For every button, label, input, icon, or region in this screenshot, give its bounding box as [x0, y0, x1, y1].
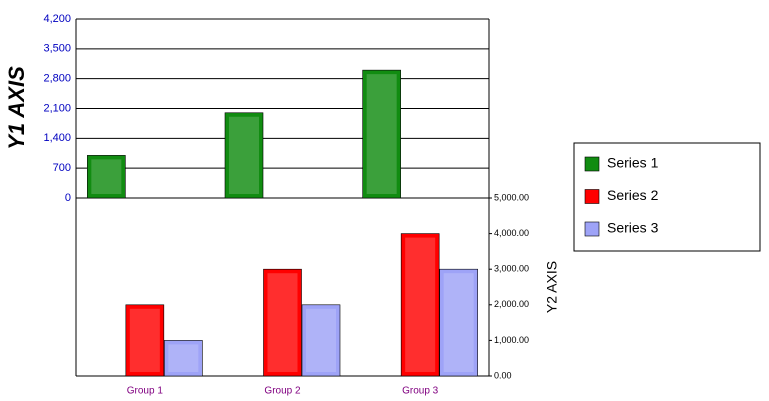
legend-box [573, 142, 761, 252]
bar [301, 304, 341, 377]
bar [263, 268, 302, 377]
x-tick-label: Group 3 [402, 386, 439, 397]
y-tick-label: 0 [65, 192, 71, 204]
bar [87, 155, 126, 199]
y-tick-label: 4,200 [43, 13, 71, 25]
y2-tick-label: 4,000.00 [494, 228, 529, 238]
bar [400, 233, 440, 377]
y-tick-label: 2,800 [43, 73, 71, 85]
y2-tick-label: 1,000.00 [494, 335, 529, 345]
y2-tick-label: 0.00 [494, 370, 512, 380]
y2-axis-label: Y2 AXIS [544, 261, 560, 313]
y-tick-label: 2,100 [43, 102, 71, 114]
x-tick-label: Group 1 [127, 386, 164, 397]
bar [224, 112, 264, 199]
legend-swatch [584, 221, 600, 237]
bar [439, 268, 478, 377]
y2-tick-label: 3,000.00 [494, 264, 529, 274]
x-tick-label: Group 2 [264, 386, 301, 397]
y-tick-label: 700 [53, 162, 71, 174]
bar [164, 340, 203, 377]
legend-swatch [584, 189, 600, 204]
y-axis-label: Y1 AXIS [4, 66, 29, 150]
y-tick-label: 3,500 [43, 43, 71, 55]
legend-label: Series 2 [607, 187, 659, 203]
y2-tick-label: 2,000.00 [494, 299, 529, 309]
legend-swatch [584, 156, 600, 172]
y2-tick-label: 5,000.00 [494, 192, 529, 202]
y-tick-label: 1,400 [43, 132, 71, 144]
bar [125, 304, 165, 377]
legend-label: Series 1 [607, 155, 659, 171]
bar [362, 69, 401, 199]
legend-label: Series 3 [607, 220, 659, 236]
